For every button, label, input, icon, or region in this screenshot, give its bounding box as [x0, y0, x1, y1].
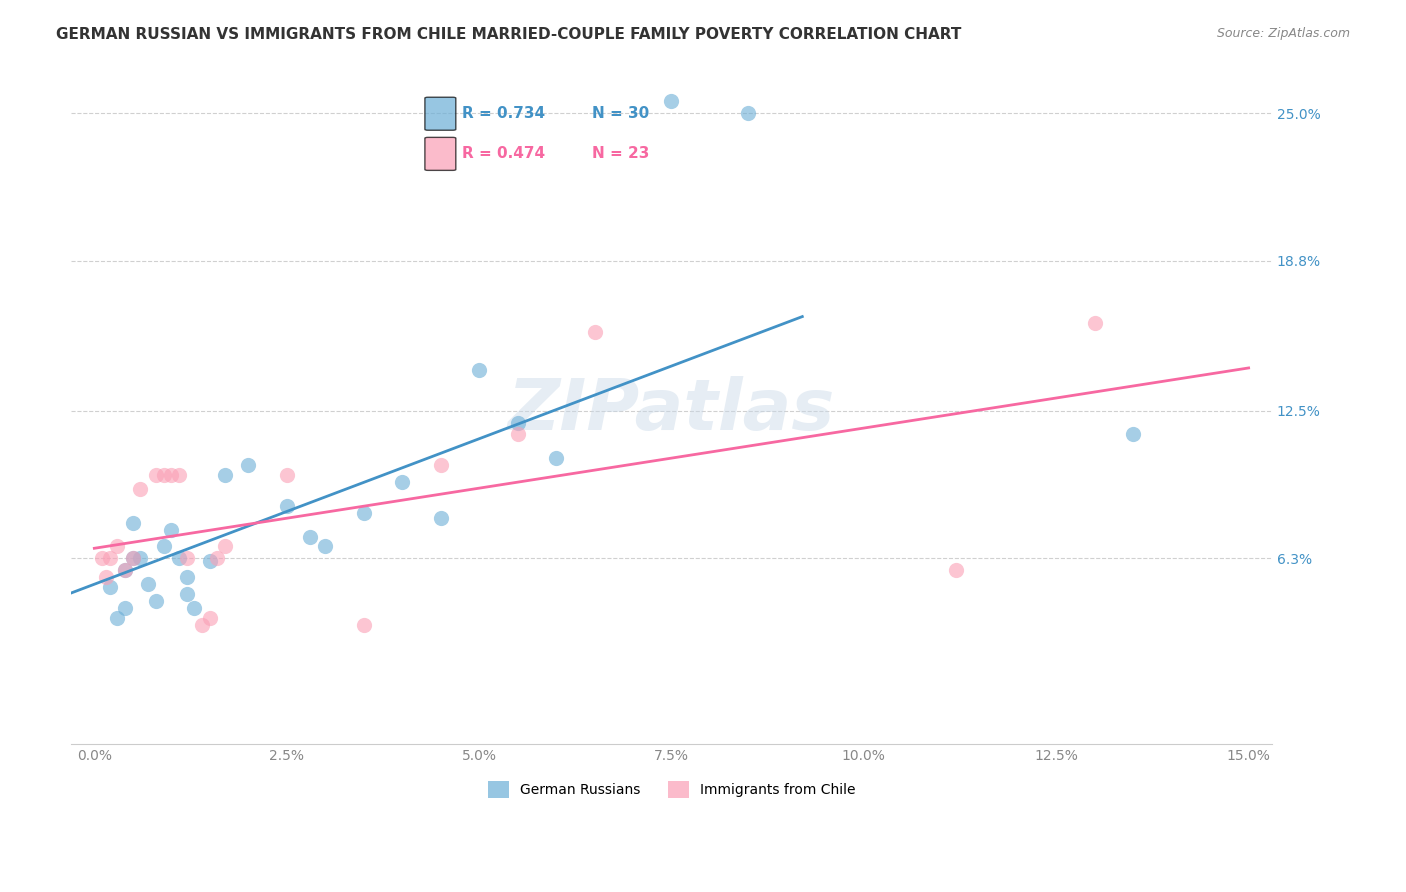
FancyBboxPatch shape: [425, 137, 456, 170]
Point: [129, 551, 152, 566]
Point: [191, 618, 214, 632]
Point: [136, 577, 159, 591]
Point: [160, 523, 183, 537]
Point: [429, 510, 451, 524]
Point: [214, 539, 236, 553]
Point: [114, 563, 136, 577]
Point: [183, 601, 205, 615]
Text: N = 30: N = 30: [592, 106, 650, 120]
Point: [107, 539, 129, 553]
Point: [353, 506, 375, 520]
Point: [391, 475, 413, 489]
Point: [207, 551, 229, 566]
Point: [129, 482, 152, 496]
Point: [152, 539, 174, 553]
Point: [145, 594, 167, 608]
Point: [661, 95, 683, 109]
Point: [353, 618, 375, 632]
Point: [276, 467, 298, 482]
Point: [583, 325, 606, 339]
Point: [238, 458, 260, 473]
Point: [145, 467, 167, 482]
Point: [1084, 316, 1107, 330]
FancyBboxPatch shape: [425, 97, 456, 130]
Point: [114, 601, 136, 615]
Point: [176, 570, 198, 584]
Point: [176, 587, 198, 601]
Point: [160, 467, 183, 482]
Point: [945, 563, 967, 577]
Text: R = 0.474: R = 0.474: [463, 146, 546, 161]
Point: [167, 551, 190, 566]
Text: N = 23: N = 23: [592, 146, 650, 161]
Point: [98, 580, 121, 594]
Point: [198, 611, 221, 625]
Point: [94, 570, 117, 584]
Point: [544, 451, 567, 466]
Point: [121, 551, 143, 566]
Text: Source: ZipAtlas.com: Source: ZipAtlas.com: [1216, 27, 1350, 40]
Point: [214, 467, 236, 482]
Point: [506, 416, 529, 430]
Legend: German Russians, Immigrants from Chile: German Russians, Immigrants from Chile: [482, 775, 860, 804]
Point: [176, 551, 198, 566]
Point: [167, 467, 190, 482]
Point: [114, 563, 136, 577]
Point: [121, 551, 143, 566]
Point: [1122, 427, 1144, 442]
Point: [107, 611, 129, 625]
Point: [91, 551, 114, 566]
Point: [506, 427, 529, 442]
Point: [737, 106, 759, 120]
Point: [121, 516, 143, 530]
Point: [468, 363, 491, 377]
Point: [276, 499, 298, 513]
Point: [298, 530, 321, 544]
Point: [152, 467, 174, 482]
Point: [98, 551, 121, 566]
Point: [429, 458, 451, 473]
Text: R = 0.734: R = 0.734: [463, 106, 546, 120]
Point: [314, 539, 336, 553]
Point: [198, 554, 221, 568]
Text: GERMAN RUSSIAN VS IMMIGRANTS FROM CHILE MARRIED-COUPLE FAMILY POVERTY CORRELATIO: GERMAN RUSSIAN VS IMMIGRANTS FROM CHILE …: [56, 27, 962, 42]
Text: ZIPatlas: ZIPatlas: [508, 376, 835, 445]
